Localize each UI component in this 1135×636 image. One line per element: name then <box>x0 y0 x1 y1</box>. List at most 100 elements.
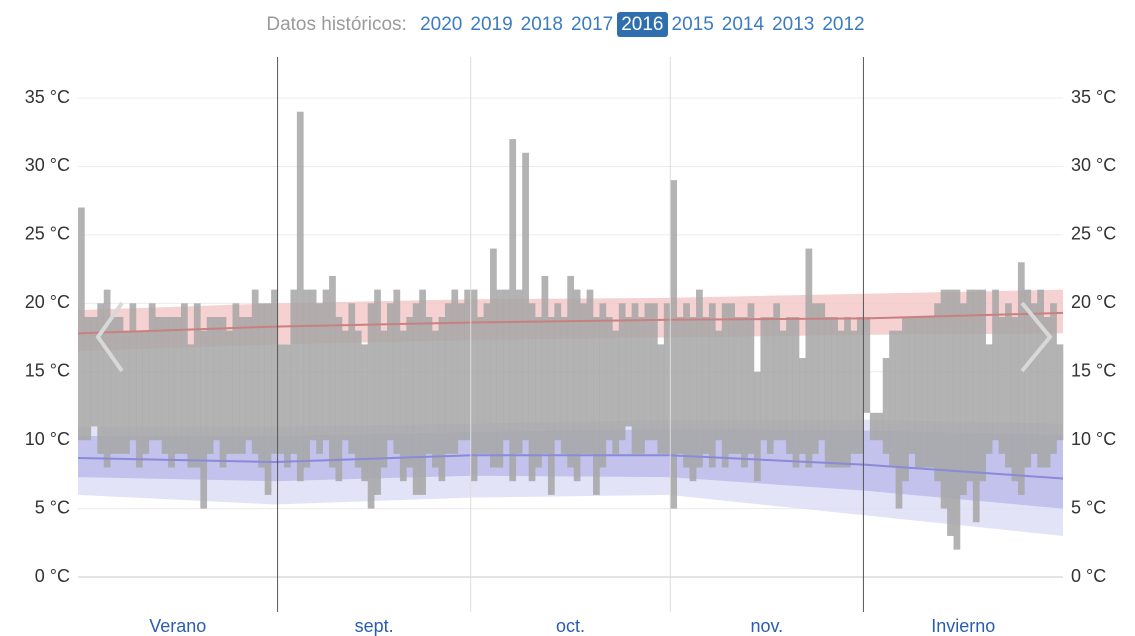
day-bar <box>142 330 150 454</box>
day-bar <box>818 303 826 441</box>
day-bar <box>116 317 124 454</box>
day-bar <box>593 317 600 495</box>
day-bar <box>728 303 735 454</box>
day-bar <box>477 317 484 454</box>
day-bar <box>753 371 761 482</box>
day-bar <box>148 303 156 441</box>
y-tick-label: 15 °C <box>25 360 70 380</box>
year-option[interactable]: 2014 <box>721 14 765 35</box>
day-bar <box>470 289 478 482</box>
y-tick-label-right: 20 °C <box>1071 292 1116 312</box>
day-bar <box>779 330 787 441</box>
day-bar <box>1017 262 1025 495</box>
day-bar <box>792 317 800 468</box>
day-bar <box>869 412 877 441</box>
day-bar <box>683 303 690 468</box>
day-bar <box>741 317 748 468</box>
day-bar <box>90 317 98 427</box>
day-bar <box>296 111 304 482</box>
day-bar <box>374 289 381 495</box>
day-bar <box>361 344 369 482</box>
day-bar <box>406 317 414 468</box>
day-bar <box>509 139 517 482</box>
day-bar <box>992 289 999 441</box>
day-bar <box>341 330 349 441</box>
day-bar <box>638 317 645 454</box>
y-tick-label-right: 10 °C <box>1071 429 1116 449</box>
day-bar <box>927 317 935 468</box>
year-option[interactable]: 2012 <box>822 14 865 35</box>
day-bar <box>805 248 813 468</box>
day-bar <box>419 289 426 495</box>
year-option[interactable]: 2013 <box>772 14 815 35</box>
day-bar <box>998 317 1006 454</box>
day-bar <box>496 289 504 468</box>
day-bar <box>84 317 92 441</box>
day-bar <box>586 289 594 454</box>
day-bar <box>1024 289 1032 468</box>
day-bar <box>985 344 993 454</box>
y-tick-label: 20 °C <box>25 292 70 312</box>
day-bar <box>966 289 974 482</box>
year-option[interactable]: 2016 <box>617 12 668 37</box>
day-bar <box>940 289 948 509</box>
day-bar <box>573 289 581 482</box>
day-bar <box>708 303 716 468</box>
year-option[interactable]: 2019 <box>470 14 513 35</box>
day-bar <box>625 317 632 427</box>
y-tick-label: 25 °C <box>25 224 70 244</box>
day-bar <box>734 317 742 454</box>
day-bar <box>438 317 446 482</box>
day-bar <box>824 317 832 468</box>
day-bar <box>670 180 678 509</box>
day-bar <box>831 317 838 468</box>
day-bar <box>766 317 774 454</box>
day-bar <box>760 317 768 441</box>
day-bar <box>876 412 884 441</box>
day-bar <box>747 303 755 454</box>
day-bar <box>277 344 285 454</box>
day-bar <box>193 303 201 468</box>
month-label: sept. <box>355 616 394 636</box>
day-bar <box>1043 317 1051 468</box>
day-bar <box>554 303 562 441</box>
prev-arrow[interactable] <box>95 301 124 373</box>
next-arrow[interactable] <box>1020 301 1053 373</box>
month-label: oct. <box>556 616 585 636</box>
year-option[interactable]: 2017 <box>570 14 614 35</box>
day-bar <box>953 289 961 550</box>
day-bar <box>103 289 111 468</box>
day-bar <box>773 303 781 441</box>
day-bar <box>522 152 529 441</box>
day-bar <box>451 289 459 454</box>
day-bar <box>1005 303 1012 468</box>
year-selector: Datos históricos: 2020 2019 2018 2017 2016 20… <box>0 12 1135 37</box>
year-option[interactable]: 2015 <box>671 14 714 35</box>
day-bar <box>309 289 317 441</box>
day-bar <box>238 317 246 454</box>
year-option[interactable]: 2020 <box>420 14 463 35</box>
day-bar <box>284 344 291 468</box>
day-bar <box>702 317 710 454</box>
y-tick-label-right: 15 °C <box>1071 360 1116 380</box>
day-bar <box>663 303 671 454</box>
day-bar <box>902 317 909 482</box>
day-bar <box>367 303 375 509</box>
month-label: Verano <box>149 616 206 636</box>
day-bar <box>348 303 356 454</box>
day-bar <box>895 330 903 509</box>
day-bar <box>129 303 137 441</box>
day-bar <box>560 317 568 454</box>
normal-line <box>77 311 1064 335</box>
day-bar <box>1030 303 1038 454</box>
year-option[interactable]: 2018 <box>520 14 563 35</box>
day-bar <box>432 330 439 468</box>
day-bar <box>515 289 523 454</box>
day-bar <box>844 317 851 468</box>
day-bar <box>837 330 845 468</box>
day-bar <box>580 303 587 454</box>
day-bar <box>959 303 967 495</box>
day-bar <box>972 289 980 523</box>
day-bar <box>483 303 491 454</box>
day-bar <box>444 303 452 454</box>
